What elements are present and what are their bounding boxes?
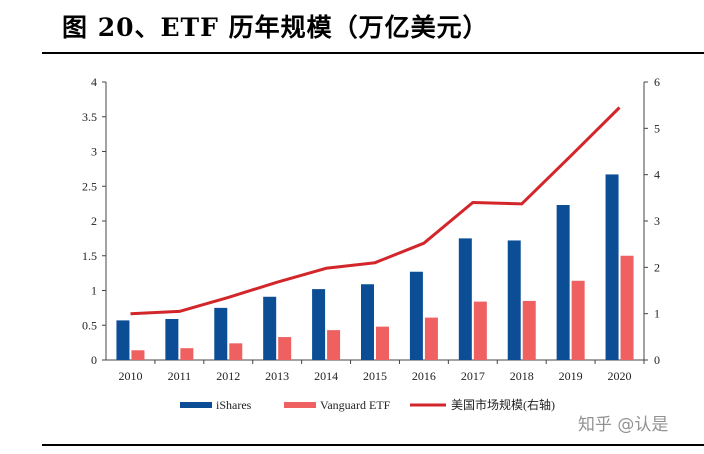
vanguard-bar [571, 280, 585, 360]
vanguard-bar [131, 350, 145, 360]
ishares-bar [556, 205, 570, 360]
watermark: 知乎 @认是 [578, 415, 669, 435]
left-tick-label: 2 [91, 214, 97, 228]
legend-label: iShares [216, 398, 252, 412]
x-tick-label: 2012 [216, 369, 240, 383]
right-tick-label: 0 [654, 353, 660, 367]
ishares-bar [116, 320, 130, 360]
x-tick-label: 2011 [168, 369, 192, 383]
left-tick-label: 3 [91, 145, 97, 159]
top-rule [42, 52, 704, 54]
vanguard-bar [229, 343, 243, 360]
vanguard-bar [278, 337, 292, 360]
legend-swatch [180, 402, 212, 408]
vanguard-bar [424, 317, 438, 360]
x-tick-label: 2014 [314, 369, 338, 383]
vanguard-bar [473, 301, 487, 360]
vanguard-bar [522, 300, 536, 360]
ishares-bar [605, 174, 619, 360]
left-tick-label: 3.5 [82, 110, 97, 124]
x-tick-label: 2018 [510, 369, 534, 383]
ishares-bar [507, 240, 521, 360]
vanguard-bar [620, 255, 634, 360]
legend-label: 美国市场规模(右轴) [451, 397, 555, 412]
left-tick-label: 1.5 [82, 249, 97, 263]
right-tick-label: 3 [654, 214, 660, 228]
ishares-bar [214, 307, 228, 360]
legend-swatch [284, 402, 316, 408]
ishares-bar [409, 271, 423, 360]
bottom-rule [42, 444, 704, 446]
vanguard-bar [376, 326, 389, 360]
us-market-line [130, 106, 621, 316]
ishares-bar [361, 284, 374, 360]
vanguard-bar [327, 330, 341, 360]
x-tick-label: 2019 [559, 369, 583, 383]
ishares-bar [263, 296, 277, 360]
figure-title: 图 20、ETF 历年规模（万亿美元） [62, 13, 489, 42]
vanguard-bar [180, 348, 194, 360]
x-tick-label: 2020 [608, 369, 632, 383]
right-tick-label: 4 [654, 168, 660, 182]
left-tick-label: 2.5 [82, 179, 97, 193]
x-tick-label: 2015 [363, 369, 387, 383]
left-tick-label: 4 [91, 75, 97, 89]
right-tick-label: 1 [654, 307, 660, 321]
ishares-bar [165, 318, 179, 360]
left-tick-label: 0 [91, 353, 97, 367]
left-tick-label: 0.5 [82, 318, 97, 332]
ishares-bar [458, 238, 472, 360]
right-tick-label: 2 [654, 260, 660, 274]
right-tick-label: 5 [654, 121, 660, 135]
left-tick-label: 1 [91, 284, 97, 298]
x-tick-label: 2016 [412, 369, 436, 383]
ishares-bar [312, 289, 326, 360]
x-tick-label: 2017 [461, 369, 485, 383]
legend-label: Vanguard ETF [320, 398, 391, 412]
right-tick-label: 6 [654, 75, 660, 89]
x-tick-label: 2010 [118, 369, 142, 383]
x-tick-label: 2013 [265, 369, 289, 383]
